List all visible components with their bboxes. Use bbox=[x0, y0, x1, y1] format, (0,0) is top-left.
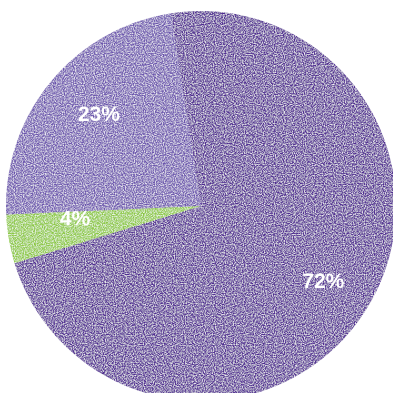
pie-slice-23-percent bbox=[6, 13, 202, 215]
pie-slice-label: 4% bbox=[60, 208, 91, 231]
pie-slice-label: 72% bbox=[302, 270, 344, 293]
pie-slice-72-percent bbox=[14, 11, 393, 393]
pie-labels: 72% 4% 23% bbox=[60, 103, 345, 293]
pie-slice-label: 23% bbox=[78, 103, 120, 126]
pie-slices bbox=[6, 11, 393, 393]
pie-slice-4-percent bbox=[6, 206, 201, 264]
